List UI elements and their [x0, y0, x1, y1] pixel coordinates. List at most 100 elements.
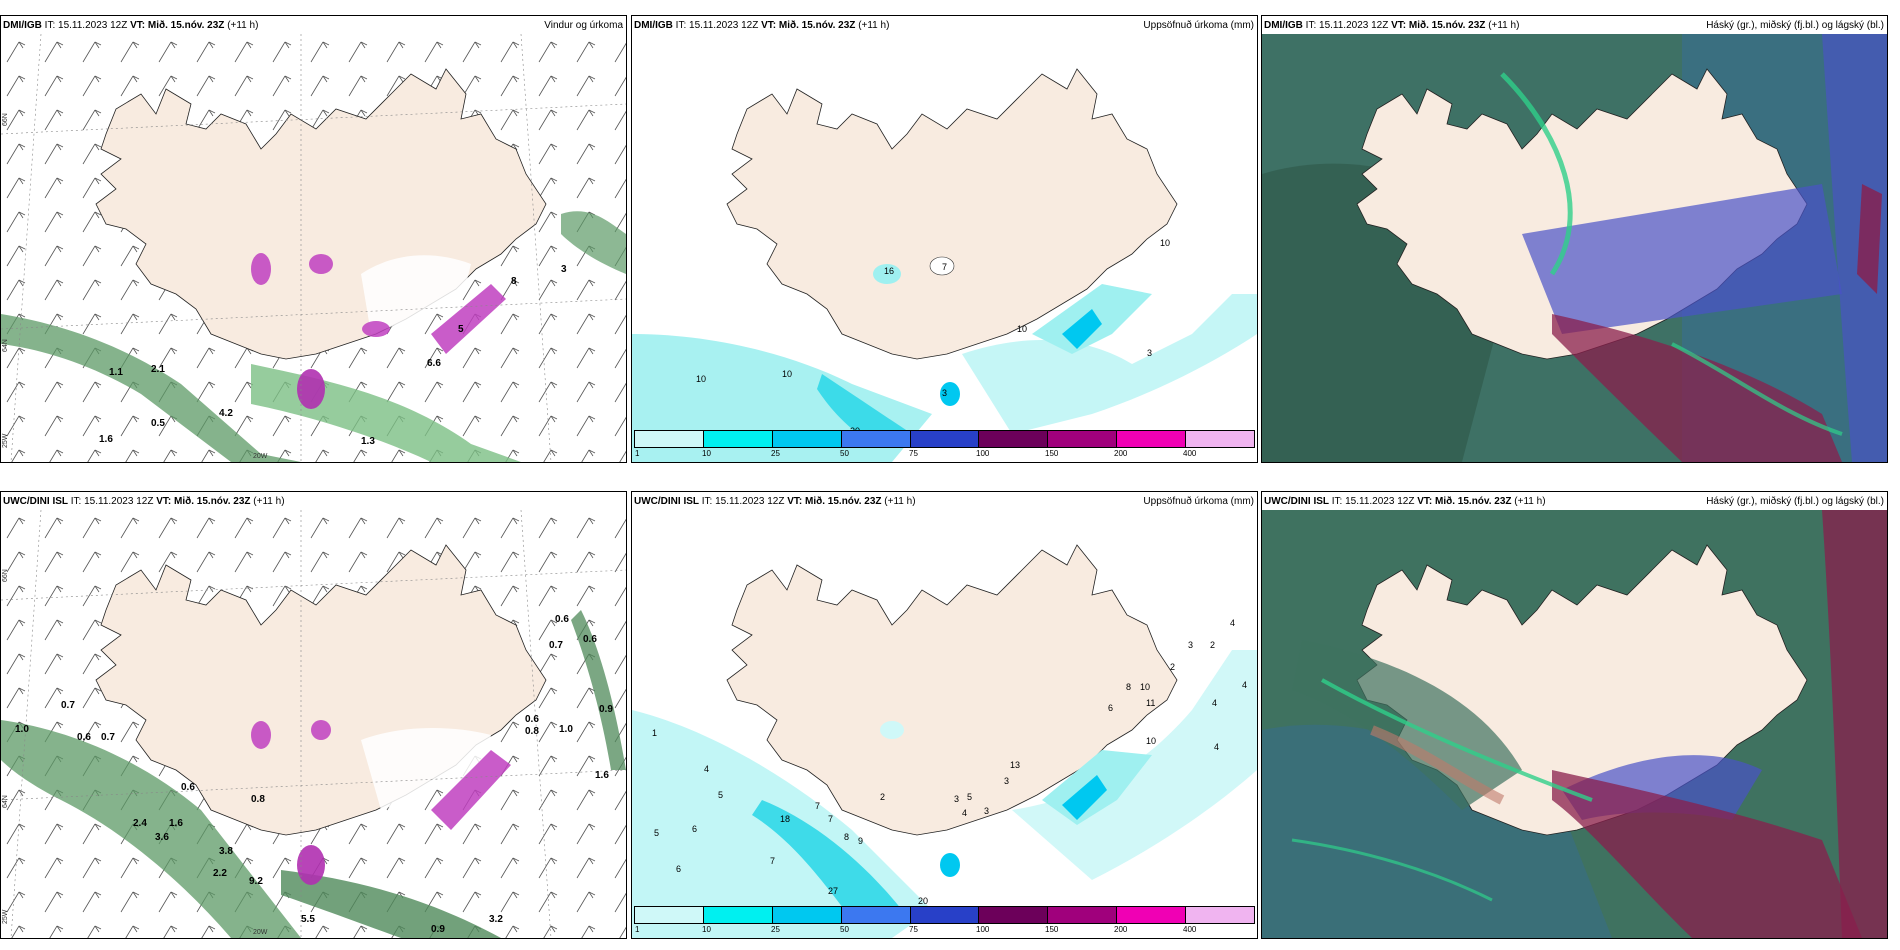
high-cloud-east — [1822, 510, 1887, 938]
it-label: IT: — [701, 496, 713, 507]
valid-time: Mið. 15.nóv. 23Z — [147, 20, 225, 31]
colorbar-bin — [841, 907, 911, 923]
value-label: 0.7 — [61, 700, 75, 711]
init-time: 15.11.2023 12Z — [689, 20, 759, 31]
high-cloud-blue — [1522, 184, 1842, 334]
precip-area-coast — [752, 800, 902, 920]
panel-header: DMI/IGB IT: 15.11.2023 12Z VT: Mið. 15.n… — [1, 16, 626, 34]
model-source: UWC/DINI ISL — [634, 496, 699, 507]
vt-label: VT: — [761, 20, 777, 31]
vt-label: VT: — [787, 496, 803, 507]
value-label: 5 — [654, 828, 659, 838]
value-label: 7 — [828, 814, 833, 824]
colorbar-bin — [1117, 431, 1187, 447]
cloud-map-svg — [1262, 34, 1887, 462]
precip-cell-3 — [362, 321, 390, 337]
lead-time: (+11 h) — [1488, 20, 1520, 31]
high-cloud-maroon-east — [1857, 184, 1882, 294]
panel-title: Uppsöfnuð úrkoma (mm) — [1143, 20, 1254, 31]
map-area: 10 10 7 20 3 16 10 10 3 — [632, 34, 1257, 462]
longitude-lines — [10, 510, 552, 938]
precip-patch-5 — [940, 382, 960, 406]
colorbar-bin — [910, 431, 980, 447]
value-label: 0.8 — [525, 726, 539, 737]
colorbar-bin — [1186, 431, 1255, 447]
value-label: 10 — [1017, 324, 1027, 334]
value-label: 2 — [880, 792, 885, 802]
precip-cell-2 — [311, 720, 331, 740]
it-label: IT: — [44, 20, 56, 31]
value-label: 3 — [1147, 348, 1152, 358]
lat64-label: 64N — [2, 795, 9, 808]
wind-map-svg: 66N 64N 25W 20W 1.1 2.1 0.5 4.2 1.6 1.3 … — [1, 34, 626, 462]
value-label: 0.6 — [555, 614, 569, 625]
header-left: UWC/DINI ISL IT: 15.11.2023 12Z VT: Mið.… — [634, 496, 916, 507]
precip-band-east — [571, 610, 626, 770]
value-label: 2.4 — [133, 818, 147, 829]
panel-cloud-dmi: DMI/IGB IT: 15.11.2023 12Z VT: Mið. 15.n… — [1261, 15, 1888, 463]
value-label: 2 — [1170, 662, 1175, 672]
value-label: 4 — [1214, 742, 1219, 752]
valid-time: Mið. 15.nóv. 23Z — [1435, 496, 1512, 507]
value-label: 5 — [967, 792, 972, 802]
value-label: 1.6 — [169, 818, 183, 829]
init-time: 15.11.2023 12Z — [1345, 496, 1415, 507]
value-label: 2.2 — [213, 868, 227, 879]
precip-area-coast — [817, 374, 912, 444]
lon25-label: 25W — [2, 909, 9, 924]
colorbar-label: 1 — [635, 925, 640, 934]
value-label: 16 — [884, 266, 894, 276]
value-label: 13 — [1010, 760, 1020, 770]
value-label: 10 — [696, 374, 706, 384]
cloud-edge-contour — [1671, 342, 1843, 436]
colorbar-labels: 1 10 25 50 75 100 150 200 400 — [632, 449, 1257, 460]
snow-area — [361, 255, 471, 334]
header-left: UWC/DINI ISL IT: 15.11.2023 12Z VT: Mið.… — [1264, 496, 1546, 507]
model-source: UWC/DINI ISL — [3, 496, 68, 507]
panel-title: Háský (gr.), miðský (fj.bl.) og lágský (… — [1706, 20, 1884, 31]
lon25-label: 25W — [2, 433, 9, 448]
it-label: IT: — [675, 20, 687, 31]
model-source: DMI/IGB — [634, 20, 673, 31]
model-source: DMI/IGB — [3, 20, 42, 31]
value-label: 7 — [770, 856, 775, 866]
value-label: 4 — [1242, 680, 1247, 690]
it-label: IT: — [1331, 496, 1343, 507]
value-label: 3.8 — [219, 846, 233, 857]
it-label: IT: — [1305, 20, 1317, 31]
valid-time: Mið. 15.nóv. 23Z — [778, 20, 856, 31]
colorbar-label: 25 — [771, 449, 780, 458]
latitude-lines — [1, 103, 626, 330]
precip-cell-4 — [431, 284, 506, 354]
colorbar-bin — [979, 907, 1049, 923]
value-label: 3 — [1188, 640, 1193, 650]
vt-label: VT: — [1391, 20, 1407, 31]
value-label: 10 — [1160, 238, 1170, 248]
latitude-lines — [1, 569, 626, 801]
header-left: DMI/IGB IT: 15.11.2023 12Z VT: Mið. 15.n… — [1264, 20, 1519, 31]
value-label: 0.7 — [101, 732, 115, 743]
model-source: UWC/DINI ISL — [1264, 496, 1329, 507]
panel-precip-uwc: UWC/DINI ISL IT: 15.11.2023 12Z VT: Mið.… — [631, 491, 1258, 939]
value-label: 3 — [942, 388, 947, 398]
colorbar-label: 10 — [702, 449, 711, 458]
panel-cloud-uwc: UWC/DINI ISL IT: 15.11.2023 12Z VT: Mið.… — [1261, 491, 1888, 939]
vt-label: VT: — [1417, 496, 1433, 507]
map-area — [1262, 34, 1887, 462]
panel-title: Háský (gr.), miðský (fj.bl.) og lágský (… — [1706, 496, 1884, 507]
value-label: 1.0 — [559, 724, 573, 735]
cloud-map-svg — [1262, 510, 1887, 938]
value-label: 3 — [561, 264, 567, 275]
precip-cell-4 — [431, 750, 511, 830]
precip-area-southeast — [962, 294, 1257, 434]
colorbar-bin — [1117, 907, 1187, 923]
value-label: 2 — [1210, 640, 1215, 650]
colorbar-bin — [635, 431, 704, 447]
colorbar-label: 200 — [1114, 925, 1128, 934]
colorbar-labels: 1 10 25 50 75 100 150 200 400 — [632, 925, 1257, 936]
lead-time: (+11 h) — [858, 20, 890, 31]
value-label: 10 — [1140, 682, 1150, 692]
vt-label: VT: — [130, 20, 146, 31]
value-label: 3.6 — [155, 832, 169, 843]
panel-title: Uppsöfnuð úrkoma (mm) — [1143, 496, 1254, 507]
